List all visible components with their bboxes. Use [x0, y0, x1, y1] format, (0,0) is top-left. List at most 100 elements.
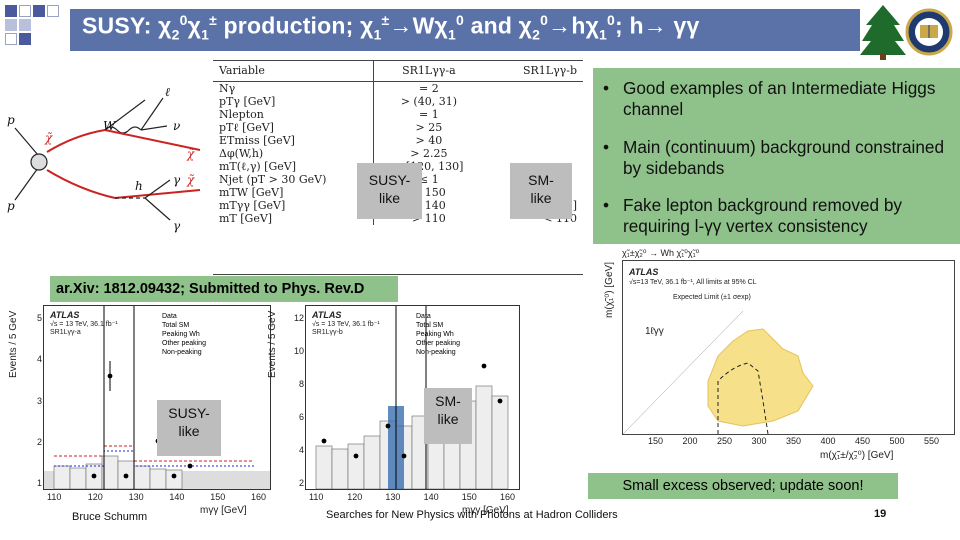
legend-item: Other peaking [162, 340, 206, 347]
svg-text:h: h [135, 179, 143, 193]
legend-item: Data [162, 313, 177, 320]
limit-process: χ̃₁±χ̃₂⁰ → Wh χ̃₁⁰χ̃₁⁰ [622, 248, 700, 258]
table-row: Δφ(W,h) > 2.25 [213, 146, 583, 160]
legend-item: Total SM [162, 322, 190, 329]
page-number: 19 [874, 508, 887, 520]
plot-a: ATLAS √s = 13 TeV, 36.1 fb⁻¹ SR1Lγγ-a Da… [43, 305, 271, 490]
table-cell: ETmiss [GeV] [219, 133, 295, 147]
tick-label: 400 [820, 436, 836, 446]
table-cell: mTW [GeV] [219, 185, 284, 199]
table-cell: = 1 [373, 107, 484, 121]
tick-label: 160 [251, 492, 267, 502]
corner-square [5, 19, 17, 31]
tick-label: 130 [385, 492, 401, 502]
tick-label: 450 [855, 436, 871, 446]
tick-label: 2 [36, 436, 42, 447]
legend-item: Data [416, 313, 431, 320]
table-cell: = 2 [373, 81, 484, 95]
plot-b-legend: Data Total SM Peaking Wh Other peaking N… [416, 312, 460, 357]
tick-label: 4 [36, 354, 42, 365]
table-cell [483, 147, 583, 160]
tick-label: 150 [210, 492, 226, 502]
sm-like-label-top: SM- like [510, 163, 572, 219]
svg-text:χ̃: χ̃ [186, 173, 195, 187]
tick-label: 3 [36, 395, 42, 406]
plot-a-xlabel: mγγ [GeV] [200, 505, 247, 516]
tick-label: 160 [500, 492, 516, 502]
table-cell: > 25 [373, 120, 484, 134]
svg-text:χ̃: χ̃ [44, 131, 53, 145]
table-header: Variable [219, 64, 265, 78]
university-seal-icon [905, 8, 953, 56]
limit-legend: Expected Limit (±1 σexp) [673, 294, 751, 301]
footer-title: Searches for New Physics with Photons at… [326, 509, 618, 521]
corner-square [19, 33, 31, 45]
table-cell: > 40 [373, 133, 484, 147]
corner-square [5, 5, 17, 17]
tick-label: 5 [36, 313, 42, 323]
plot-b: ATLAS √s = 13 TeV, 36.1 fb⁻¹ SR1Lγγ-b Da… [305, 305, 520, 490]
legend-item: Non-peaking [162, 349, 202, 356]
limit-ylabel: m(χ̃₁⁰) [GeV] [604, 262, 615, 318]
table-cell: pTγ [GeV] [219, 94, 276, 108]
title-bar [70, 9, 860, 51]
tick-label: 550 [924, 436, 940, 446]
tick-label: 120 [347, 492, 363, 502]
plot-b-atlas: ATLAS [312, 310, 342, 320]
corner-square [33, 5, 45, 17]
bullet-text: Main (continuum) background constrained … [623, 137, 945, 178]
tick-label: 150 [648, 436, 664, 446]
legend-item: Peaking Wh [162, 331, 200, 338]
corner-square [19, 5, 31, 17]
table-row: Nγ = 2 [213, 81, 583, 95]
plot-b-energy: √s = 13 TeV, 36.1 fb⁻¹ [312, 321, 380, 328]
svg-text:W: W [103, 119, 117, 133]
susy-like-label-top: SUSY- like [357, 163, 422, 219]
susy-like-label-bottom: SUSY- like [157, 400, 221, 456]
limit-xticks: 150 200 250 300 350 400 450 500 550 [644, 436, 944, 448]
table-row: ETmiss [GeV] > 40 [213, 133, 583, 147]
tick-label: 110 [47, 492, 62, 502]
plot-a-region: SR1Lγγ-a [50, 329, 81, 336]
tree-logo-icon [860, 5, 906, 60]
bullets-panel [593, 68, 960, 244]
tick-label: 200 [682, 436, 698, 446]
tick-label: 250 [717, 436, 733, 446]
table-cell [483, 95, 583, 108]
footer-author: Bruce Schumm [72, 511, 148, 523]
tick-label: 300 [751, 436, 767, 446]
table-cell: > 2.25 [373, 146, 484, 160]
plot-b-xticks: 110 120 130 140 150 160 [305, 492, 520, 504]
table-header: SR1Lγγ-a [373, 61, 484, 81]
plot-a-energy: √s = 13 TeV, 36.1 fb⁻¹ [50, 321, 118, 328]
table-cell: mT(ℓ,γ) [GeV] [219, 159, 297, 173]
table-cell: Nγ [219, 81, 236, 95]
plot-b-ylabel: Events / 5 GeV [267, 310, 278, 378]
table-header: SR1Lγγ-b [522, 64, 577, 78]
plot-a-ylabel: Events / 5 GeV [8, 310, 19, 378]
tick-label: 12 [293, 313, 304, 323]
table-cell: pTℓ [GeV] [219, 120, 274, 134]
table-cell: Δφ(W,h) [219, 146, 264, 160]
legend-item: Total SM [416, 322, 444, 329]
table-cell [483, 134, 583, 147]
arxiv-reference: ar.Xiv: 1812.09432; Submitted to Phys. R… [50, 276, 398, 302]
tick-label: 4 [298, 445, 304, 455]
plot-a-canvas [44, 306, 270, 490]
table-cell: Njet (pT > 30 GeV) [219, 172, 327, 186]
svg-text:ℓ: ℓ [165, 85, 170, 99]
tick-label: 120 [87, 492, 103, 502]
tick-label: 350 [786, 436, 802, 446]
excess-note: Small excess observed; update soon! [588, 473, 898, 499]
table-cell: > (40, 31) [373, 94, 484, 108]
table-cell: mT [GeV] [219, 211, 273, 225]
tick-label: 6 [298, 412, 304, 422]
limit-xlabel: m(χ̃₁±/χ̃₂⁰) [GeV] [820, 450, 894, 461]
legend-item: Other peaking [416, 340, 460, 347]
corner-square [19, 19, 31, 31]
legend-item: Non-peaking [416, 349, 456, 356]
svg-text:p: p [7, 113, 15, 127]
limit-plot: ATLAS √s=13 TeV, 36.1 fb⁻¹, All limits a… [622, 260, 955, 435]
svg-text:χ̃: χ̃ [186, 147, 195, 161]
plot-a-yticks: 5 4 3 2 1 [32, 305, 42, 490]
